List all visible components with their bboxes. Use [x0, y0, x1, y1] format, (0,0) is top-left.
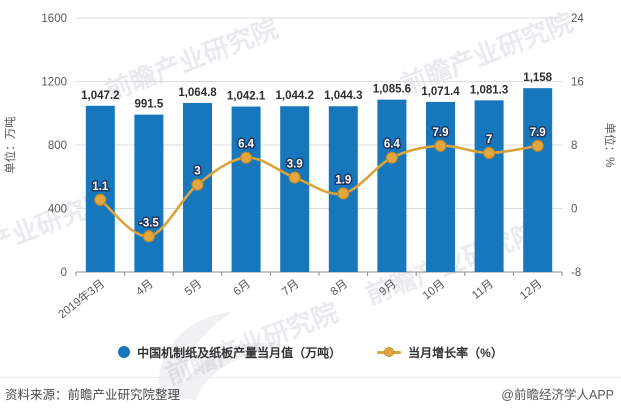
x-axis-label: 11月 — [470, 278, 496, 302]
footer: 资料来源：前瞻产业研究院整理 @前瞻经济学人APP — [0, 377, 621, 410]
line-point[interactable] — [483, 146, 496, 160]
line-point[interactable] — [434, 139, 447, 152]
watermark-logo — [158, 312, 286, 400]
left-axis-tick-label: 1600 — [41, 13, 67, 25]
x-axis-label: 2019年3月 — [55, 276, 107, 321]
bar-value-label: 1,158 — [523, 72, 552, 84]
left-axis-tick-label: 800 — [48, 140, 67, 152]
line-point[interactable] — [240, 151, 253, 164]
bar[interactable] — [134, 114, 164, 273]
left-axis-tick-label: 400 — [48, 204, 67, 216]
right-axis-tick-label: 16 — [571, 77, 584, 89]
line-point-label: 7 — [486, 134, 492, 146]
bar[interactable] — [523, 88, 553, 272]
right-axis-title: 单位：% — [603, 123, 617, 168]
bar-value-label: 1,047.2 — [81, 90, 119, 102]
legend-item-growth[interactable]: 当月增长率（%） — [377, 344, 503, 361]
line-point[interactable] — [142, 230, 155, 243]
line-point-label: 6.4 — [384, 139, 401, 151]
line-point-label: 7.9 — [433, 127, 449, 139]
x-axis-label: 6月 — [231, 278, 252, 298]
bar-value-label: 991.5 — [135, 99, 164, 111]
line-point-label: 3.9 — [287, 159, 303, 171]
bar[interactable] — [426, 101, 455, 272]
right-axis-tick-label: -8 — [571, 267, 581, 279]
line-point-label: 6.4 — [238, 139, 255, 151]
bar[interactable] — [280, 106, 310, 273]
bar-value-label: 1,071.4 — [421, 86, 460, 98]
right-axis-tick-label: 0 — [571, 204, 577, 216]
line-series-icon — [377, 347, 402, 357]
x-axis-label: 7月 — [280, 278, 301, 298]
line-point[interactable] — [94, 193, 107, 206]
line-point-label: 3 — [194, 166, 200, 178]
left-axis-title: 单位：万吨 — [3, 116, 17, 174]
growth-line — [99, 144, 538, 238]
line-point[interactable] — [385, 151, 398, 164]
line-point[interactable] — [191, 178, 204, 191]
line-point[interactable] — [531, 139, 544, 152]
line-point-label: 1.1 — [92, 181, 109, 193]
line-point-label: -3.5 — [139, 217, 159, 229]
bar[interactable] — [85, 105, 115, 273]
bar-value-label: 1,044.3 — [324, 90, 362, 102]
bar[interactable] — [231, 106, 261, 273]
x-axis-label: 4月 — [134, 278, 155, 298]
right-axis-tick-label: 24 — [571, 13, 584, 25]
bar-value-label: 1,044.2 — [276, 90, 314, 102]
line-point[interactable] — [288, 171, 301, 184]
credit-text: @前瞻经济学人APP — [501, 388, 614, 402]
bar-value-label: 1,042.1 — [227, 91, 266, 103]
left-axis-tick-label: 1200 — [41, 77, 67, 89]
line-point[interactable] — [337, 187, 350, 200]
bar-value-label: 1,081.3 — [470, 84, 508, 96]
legend-item-production[interactable]: 中国机制纸及纸板产量当月值（万吨） — [118, 344, 341, 361]
left-axis-tick-label: 0 — [61, 267, 67, 279]
bar-value-label: 1,064.8 — [178, 87, 217, 99]
source-text: 资料来源：前瞻产业研究院整理 — [5, 388, 181, 402]
bar-series-icon — [118, 346, 131, 358]
bar-value-label: 1,085.6 — [373, 84, 411, 96]
x-axis-label: 8月 — [329, 278, 350, 298]
legend-label-growth: 当月增长率（%） — [408, 345, 503, 360]
line-point-label: 7.9 — [530, 127, 546, 139]
right-axis-tick-label: 8 — [571, 140, 577, 152]
legend: 中国机制纸及纸板产量当月值（万吨） 当月增长率（%） — [0, 341, 621, 363]
x-axis-label: 12月 — [518, 278, 545, 302]
bar[interactable] — [474, 100, 504, 272]
line-point-label: 1.9 — [335, 174, 351, 186]
legend-label-production: 中国机制纸及纸板产量当月值（万吨） — [137, 345, 342, 360]
x-axis-label: 5月 — [183, 278, 204, 298]
bar[interactable] — [377, 99, 407, 272]
